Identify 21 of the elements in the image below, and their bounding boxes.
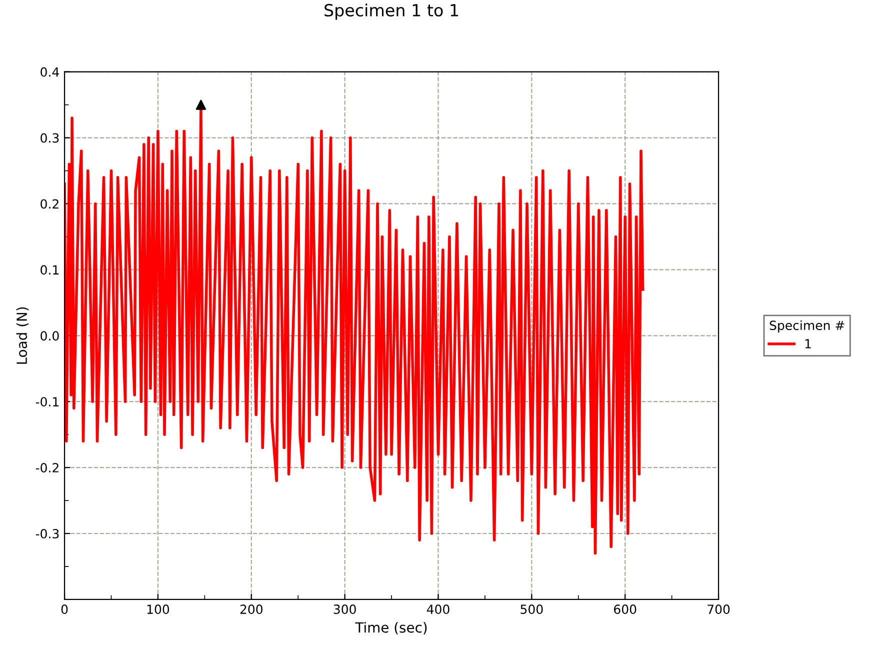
legend-title: Specimen # [770,320,844,333]
x-tick-label: 700 [708,604,730,614]
y-tick-label: 0.4 [40,67,59,77]
x-tick-label: 200 [240,604,262,614]
y-tick-label: 0.3 [40,133,59,143]
y-tick-label: -0.1 [36,397,59,407]
x-tick-label: 100 [147,604,170,614]
x-tick-label: 0 [61,604,68,614]
x-tick-label: 600 [614,604,636,614]
y-tick-label: -0.3 [36,528,59,538]
y-tick-label: 0.0 [40,331,59,341]
x-tick-label: 400 [426,604,450,614]
x-tick-label: 500 [520,604,543,614]
y-axis-title: Load (N) [16,307,29,364]
x-tick-label: 300 [334,604,356,614]
y-tick-label: -0.2 [36,463,58,472]
y-tick-label: 0.1 [40,265,59,275]
x-axis-title: Time (sec) [355,622,427,634]
chart-title: Specimen 1 to 1 [324,4,458,20]
y-tick-label: 0.2 [40,199,58,209]
legend-label: 1 [805,339,811,348]
